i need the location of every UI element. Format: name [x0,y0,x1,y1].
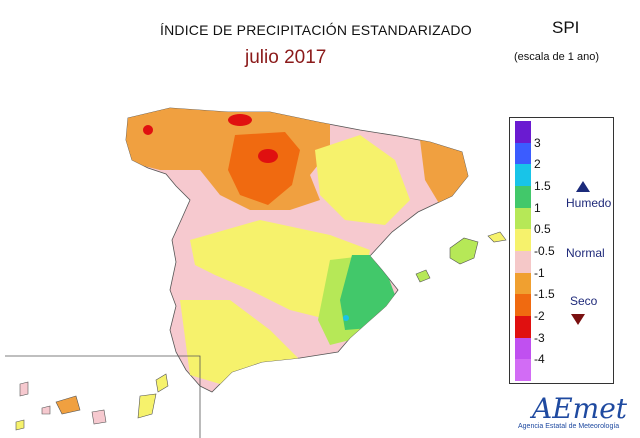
la-palma [19,381,29,397]
legend-tick-label: 3 [534,135,541,150]
legend-swatch [515,272,531,295]
dry-arrow-icon [571,314,585,325]
legend-tick-label: -2 [534,309,545,323]
legend-swatch [515,121,531,144]
el-hierro [15,419,25,431]
legend-swatch [515,359,531,382]
mallorca [449,237,479,265]
legend-category-wet: Humedo [566,196,612,210]
menorca [487,231,507,243]
map-title: ÍNDICE DE PRECIPITACIÓN ESTANDARIZADO [160,22,472,38]
legend-tick-label: -4 [534,352,545,367]
legend-category-normal: Normal [566,246,605,260]
legend-tick-label: -3 [534,330,545,345]
canary-inset-frame [5,355,201,438]
extreme-dry-spot-cantabria [228,114,252,126]
tenerife [55,395,81,415]
ibiza [415,269,431,283]
scale-note: (escala de 1 ano) [514,51,599,63]
very-dry-zone-north [228,132,300,205]
legend-swatch [515,294,531,317]
extreme-dry-spot-galicia [143,125,153,135]
balearic-islands [415,231,507,283]
aemet-logo: AEmet [532,392,628,425]
legend-tick-label: 1 [534,200,541,215]
legend-swatch [515,142,531,165]
legend-swatch [515,229,531,252]
legend-swatch [515,164,531,187]
legend-swatch [515,186,531,209]
legend-swatch [515,337,531,360]
legend-tick-label: -0.5 [534,244,555,258]
legend-swatch [515,251,531,274]
normal-zone-ebro [315,135,410,225]
lanzarote [155,373,169,393]
canary-inset [5,355,201,438]
legend-tick-label: -1 [534,265,545,280]
extreme-dry-spot-castilla [258,149,278,163]
legend-category-dry: Seco [570,294,598,308]
legend-tick-label: -1.5 [534,287,555,302]
legend-swatch [515,207,531,230]
legend-tick-label: 0.5 [534,222,551,237]
legend-swatch [515,316,531,339]
la-gomera [41,405,51,415]
wet-spot-murcia [343,315,349,321]
peninsula-map [125,107,469,393]
legend-color-bar [515,121,531,382]
wet-arrow-icon [576,181,590,192]
map-subtitle: julio 2017 [245,47,327,68]
legend-tick-label: 2 [534,157,541,172]
index-name: SPI [552,18,580,37]
spi-legend: 3 2 1.5 1 0.5 -0.5 -1 -1.5 -2 -3 -4 Humedo Normal … [509,117,614,384]
fuerteventura [137,393,157,419]
gran-canaria [91,409,107,425]
aemet-tagline: Agencia Estatal de Meteorología [518,423,620,430]
legend-tick-label: 1.5 [534,179,551,193]
